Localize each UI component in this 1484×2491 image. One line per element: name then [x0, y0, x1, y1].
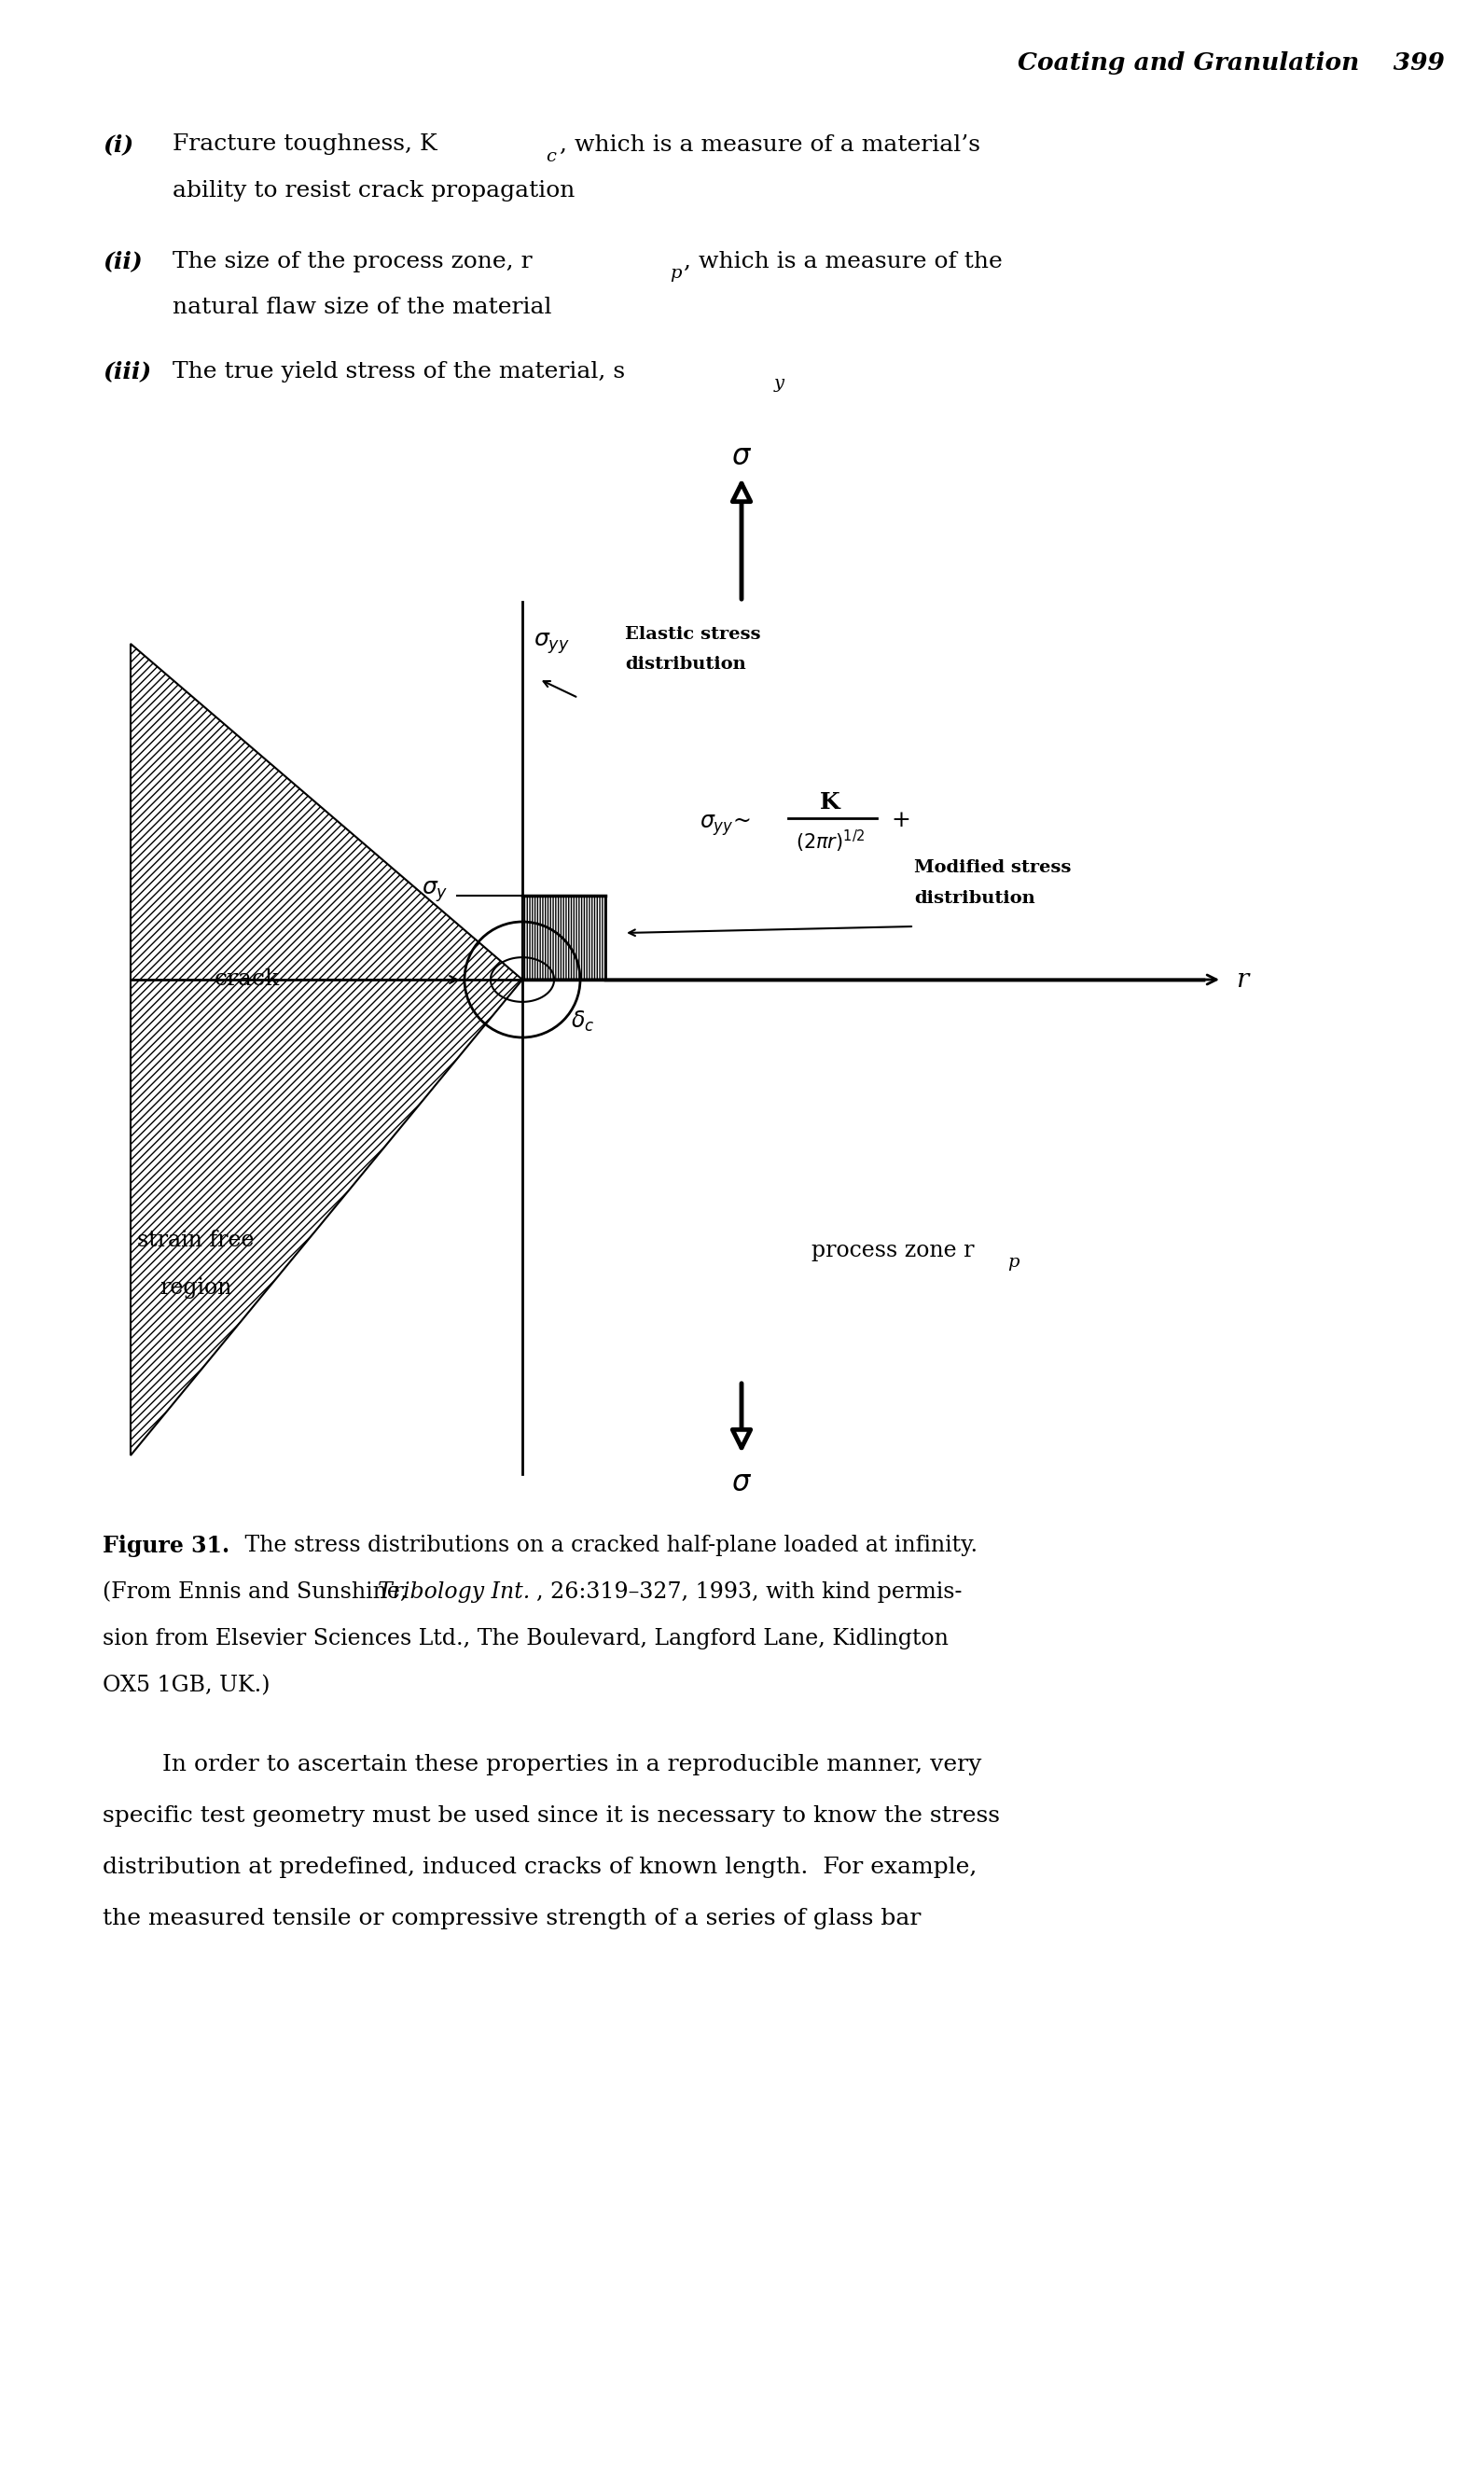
Text: $\sigma_y$: $\sigma_y$	[421, 879, 448, 904]
Text: $(2\pi r)^{1/2}$: $(2\pi r)^{1/2}$	[795, 830, 865, 854]
Polygon shape	[131, 643, 522, 1455]
Text: The true yield stress of the material, s: The true yield stress of the material, s	[172, 361, 625, 381]
Text: $\sigma$: $\sigma$	[732, 443, 752, 471]
Text: process zone r: process zone r	[812, 1241, 975, 1260]
Text: region: region	[160, 1278, 232, 1298]
Text: $\sigma$: $\sigma$	[732, 1470, 752, 1497]
Text: K: K	[821, 792, 840, 815]
Text: distribution at predefined, induced cracks of known length.  For example,: distribution at predefined, induced crac…	[102, 1856, 976, 1878]
Text: OX5 1GB, UK.): OX5 1GB, UK.)	[102, 1674, 270, 1696]
Text: Tribology Int.: Tribology Int.	[378, 1582, 530, 1602]
Text: The stress distributions on a cracked half-plane loaded at infinity.: The stress distributions on a cracked ha…	[237, 1534, 978, 1557]
Text: In order to ascertain these properties in a reproducible manner, very: In order to ascertain these properties i…	[102, 1754, 981, 1776]
Text: , 26:319–327, 1993, with kind permis-: , 26:319–327, 1993, with kind permis-	[536, 1582, 962, 1602]
Text: the measured tensile or compressive strength of a series of glass bar: the measured tensile or compressive stre…	[102, 1908, 922, 1931]
Polygon shape	[522, 897, 605, 979]
Text: The size of the process zone, r: The size of the process zone, r	[172, 252, 533, 272]
Text: distribution: distribution	[914, 889, 1036, 907]
Text: Coating and Granulation    399: Coating and Granulation 399	[1018, 52, 1445, 75]
Text: (From Ennis and Sunshine,: (From Ennis and Sunshine,	[102, 1582, 414, 1602]
Text: $\delta_c$: $\delta_c$	[571, 1009, 595, 1034]
Text: strain free: strain free	[138, 1231, 254, 1250]
Text: (ii): (ii)	[102, 249, 142, 272]
Text: $\sigma_{yy}$~: $\sigma_{yy}$~	[699, 812, 751, 837]
Text: +: +	[890, 810, 910, 832]
Text: Fracture toughness, K: Fracture toughness, K	[172, 135, 438, 154]
Text: p: p	[669, 264, 681, 281]
Text: Elastic stress: Elastic stress	[625, 625, 761, 643]
Text: p: p	[1008, 1253, 1020, 1270]
Text: y: y	[775, 376, 785, 391]
Text: crack: crack	[214, 969, 280, 991]
Text: sion from Elsevier Sciences Ltd., The Boulevard, Langford Lane, Kidlington: sion from Elsevier Sciences Ltd., The Bo…	[102, 1629, 948, 1649]
Text: Figure 31.: Figure 31.	[102, 1534, 230, 1557]
Text: specific test geometry must be used since it is necessary to know the stress: specific test geometry must be used sinc…	[102, 1806, 1000, 1826]
Text: distribution: distribution	[625, 655, 746, 673]
Text: c: c	[546, 149, 556, 164]
Text: (i): (i)	[102, 135, 134, 157]
Text: Modified stress: Modified stress	[914, 859, 1071, 877]
Text: , which is a measure of a material’s: , which is a measure of a material’s	[559, 135, 981, 154]
Text: natural flaw size of the material: natural flaw size of the material	[172, 296, 552, 319]
Text: (iii): (iii)	[102, 361, 151, 384]
Text: , which is a measure of the: , which is a measure of the	[684, 252, 1003, 272]
Text: r: r	[1236, 967, 1248, 991]
Text: ability to resist crack propagation: ability to resist crack propagation	[172, 179, 574, 202]
Text: $\sigma_{yy}$: $\sigma_{yy}$	[534, 630, 570, 655]
